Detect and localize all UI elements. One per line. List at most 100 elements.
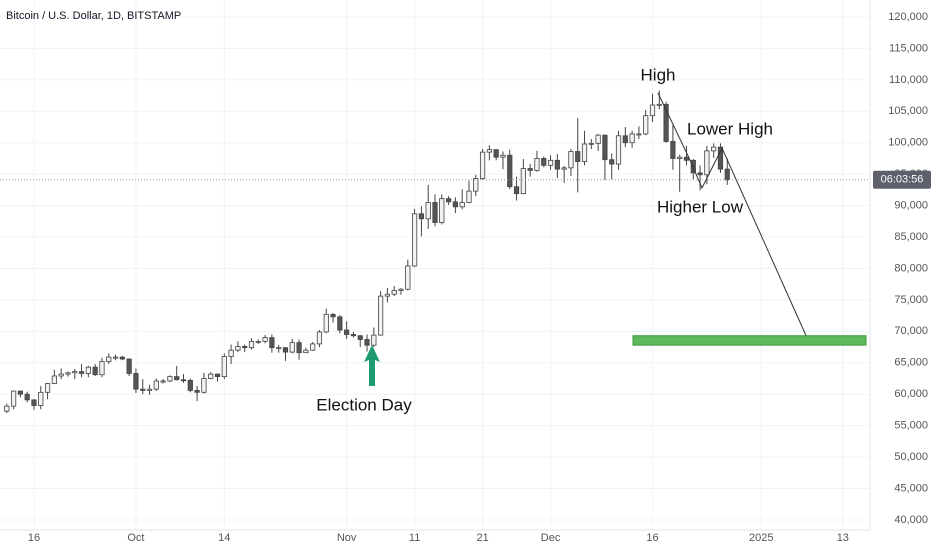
x-tick-label: 21 xyxy=(476,532,488,544)
candle-body xyxy=(581,143,588,162)
annotation: Higher Low xyxy=(657,197,744,216)
x-tick-label: 11 xyxy=(409,532,420,544)
y-tick-label: 110,000 xyxy=(889,74,928,86)
candle-body xyxy=(513,186,520,195)
candle-body xyxy=(201,378,207,393)
candle-body xyxy=(547,159,554,166)
y-tick-label: 55,000 xyxy=(894,420,928,432)
candle-body xyxy=(568,151,574,169)
candle-body xyxy=(269,337,275,349)
election-arrow xyxy=(364,345,380,386)
candle-body xyxy=(160,380,166,383)
candle-body xyxy=(391,290,397,295)
candle-body xyxy=(282,347,289,353)
y-tick-label: 80,000 xyxy=(894,262,928,274)
candle-body xyxy=(276,347,282,350)
candle-body xyxy=(439,198,445,223)
candle-body xyxy=(507,154,513,188)
candle-body xyxy=(180,379,187,382)
candle-body xyxy=(575,151,581,162)
candle-body xyxy=(248,340,255,349)
candle-body xyxy=(262,337,268,342)
candle-body xyxy=(500,154,506,158)
target-zone xyxy=(632,335,867,346)
candle-body xyxy=(303,349,309,354)
candle-body xyxy=(78,371,85,374)
candle-body xyxy=(479,151,486,179)
candle-body xyxy=(364,339,370,346)
candle-body xyxy=(255,340,261,343)
candle-body xyxy=(622,135,628,144)
y-tick-label: 60,000 xyxy=(894,388,928,400)
countdown-box xyxy=(873,170,931,189)
candle-body xyxy=(717,146,724,170)
candle-body xyxy=(112,356,119,359)
candle-body xyxy=(554,159,560,170)
candle-body xyxy=(133,373,139,390)
y-tick-label: 85,000 xyxy=(894,231,928,243)
candle-body xyxy=(146,388,153,391)
candle-body xyxy=(126,358,132,374)
overlay: 40,000 45,000 50,000 55,000 60,000 65,000 70,0… xyxy=(0,11,931,544)
candle-body xyxy=(119,356,125,360)
candle-body xyxy=(167,376,173,382)
candle-body xyxy=(493,149,499,158)
candle-body xyxy=(378,295,384,336)
candle-body xyxy=(289,342,295,353)
candle-body xyxy=(466,190,472,203)
candle-body xyxy=(228,349,234,357)
candle-body xyxy=(330,313,336,318)
candle-body xyxy=(588,142,594,145)
candle-body xyxy=(615,135,622,165)
candle-body xyxy=(643,115,649,135)
candle-body xyxy=(384,293,391,297)
candle-body xyxy=(405,265,411,290)
candle-body xyxy=(697,172,703,176)
candle-body xyxy=(140,388,146,391)
candle-body xyxy=(337,316,343,331)
candle-body xyxy=(106,356,112,362)
candle-body xyxy=(425,202,431,220)
candle-body xyxy=(371,334,377,346)
x-tick-label: 16 xyxy=(646,532,658,544)
chart-title: Bitcoin / U.S. Dollar, 1D, BITSTAMP xyxy=(6,10,181,22)
candle-body xyxy=(31,399,37,406)
candle-body xyxy=(452,201,458,208)
annotation: Election Day xyxy=(316,395,412,414)
candle-body xyxy=(58,373,64,377)
candle-body xyxy=(214,373,221,377)
candle-body xyxy=(208,373,214,379)
candle-body xyxy=(541,158,547,166)
candle-body xyxy=(72,371,78,374)
candle-body xyxy=(24,393,30,401)
candle-body xyxy=(432,202,438,223)
candle-body xyxy=(656,103,662,106)
x-tick-label: 13 xyxy=(837,532,849,544)
candle-body xyxy=(704,150,710,176)
candle-body xyxy=(194,390,200,393)
annotation: Lower High xyxy=(687,119,773,138)
candle-body xyxy=(595,134,601,144)
candle-body xyxy=(44,383,51,393)
candle-body xyxy=(683,156,690,161)
candle-body xyxy=(609,159,615,165)
annotation: High xyxy=(641,65,676,84)
candle-body xyxy=(663,103,669,142)
candle-body xyxy=(670,141,676,159)
x-tick-label: Nov xyxy=(337,532,357,544)
candle-body xyxy=(534,158,540,171)
y-tick-label: 65,000 xyxy=(894,357,928,369)
candle-body xyxy=(418,213,425,220)
candle-body xyxy=(38,391,44,406)
candle-body xyxy=(398,288,404,291)
candle-body xyxy=(99,361,105,376)
candles xyxy=(4,90,730,414)
candle-body xyxy=(187,379,193,391)
y-tick-label: 75,000 xyxy=(894,294,928,306)
y-tick-label: 40,000 xyxy=(894,514,928,526)
candle-body xyxy=(85,366,91,374)
candle-body xyxy=(10,390,17,407)
countdown: 06:03:56 xyxy=(881,174,924,186)
